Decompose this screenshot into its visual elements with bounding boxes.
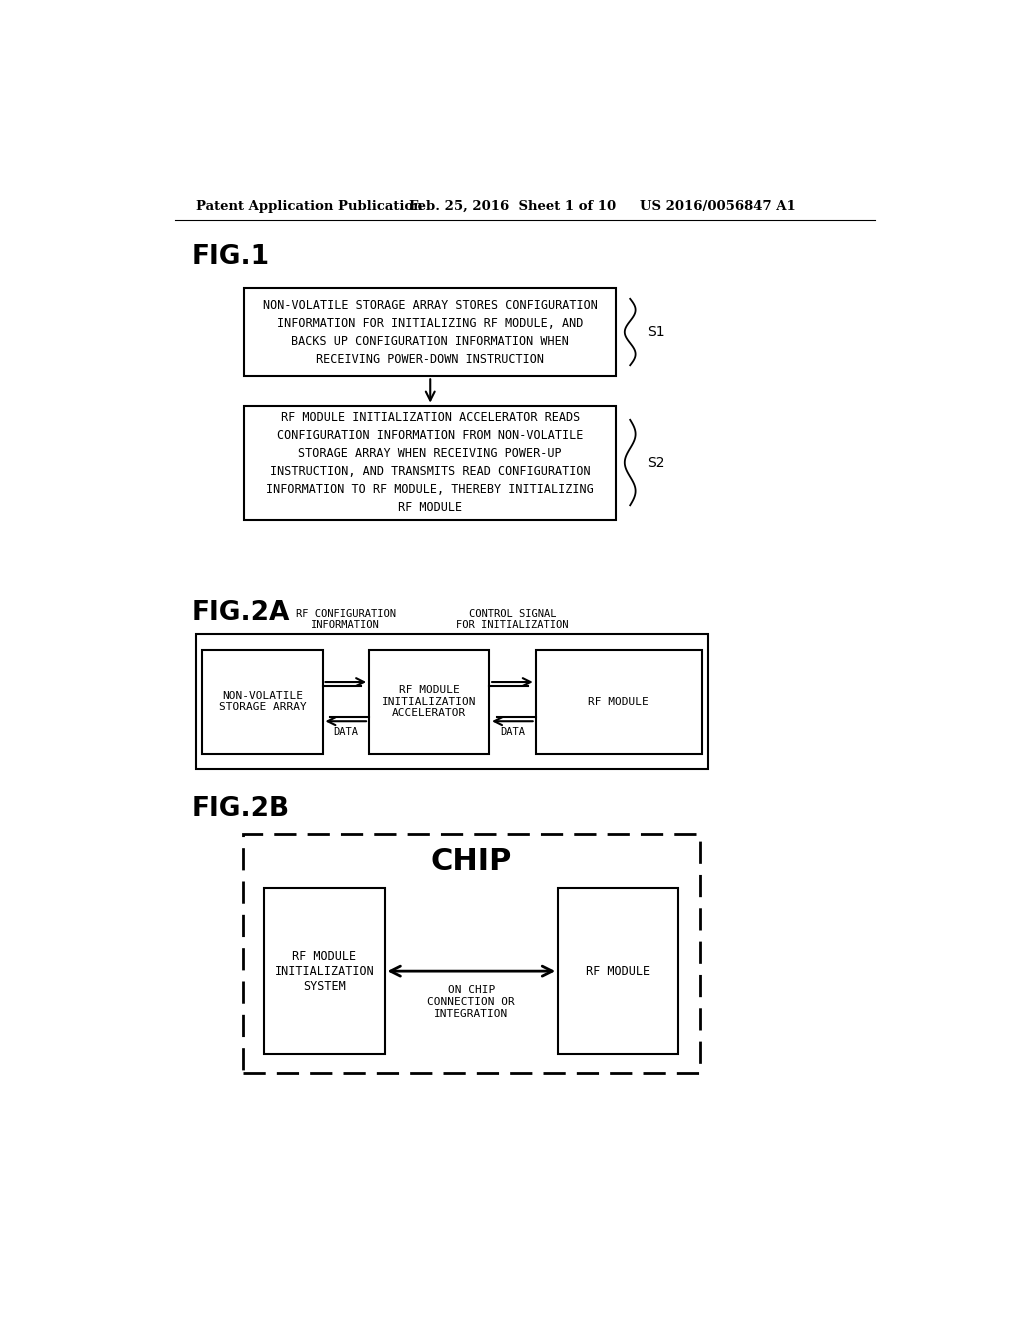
Text: RF MODULE
INITIALIZATION
SYSTEM: RF MODULE INITIALIZATION SYSTEM [274,949,375,993]
Text: US 2016/0056847 A1: US 2016/0056847 A1 [640,199,796,213]
Text: FIG.2A: FIG.2A [191,599,290,626]
Bar [243,834,700,1073]
Text: Feb. 25, 2016  Sheet 1 of 10: Feb. 25, 2016 Sheet 1 of 10 [409,199,615,213]
Text: RF MODULE: RF MODULE [586,965,650,978]
Text: NON-VOLATILE
STORAGE ARRAY: NON-VOLATILE STORAGE ARRAY [218,690,306,713]
Text: S2: S2 [647,455,665,470]
Text: Patent Application Publication: Patent Application Publication [197,199,423,213]
Text: RF MODULE: RF MODULE [588,697,649,706]
Text: DATA: DATA [333,727,358,737]
Bar [245,288,616,376]
Bar [197,635,708,770]
Text: NON-VOLATILE STORAGE ARRAY STORES CONFIGURATION
INFORMATION FOR INITIALIZING RF : NON-VOLATILE STORAGE ARRAY STORES CONFIG… [263,298,598,366]
Bar [264,888,385,1053]
Text: FIG.1: FIG.1 [191,244,269,271]
Bar [245,405,616,520]
Text: FIG.2B: FIG.2B [191,796,290,822]
Text: RF MODULE
INITIALIZATION
ACCELERATOR: RF MODULE INITIALIZATION ACCELERATOR [382,685,476,718]
Text: RF MODULE INITIALIZATION ACCELERATOR READS
CONFIGURATION INFORMATION FROM NON-VO: RF MODULE INITIALIZATION ACCELERATOR REA… [266,411,594,513]
Text: CHIP: CHIP [431,847,512,876]
Bar [369,649,489,754]
Text: S1: S1 [647,325,665,339]
Bar [203,649,323,754]
Text: ON CHIP
CONNECTION OR
INTEGRATION: ON CHIP CONNECTION OR INTEGRATION [427,985,515,1019]
Bar [536,649,701,754]
Text: CONTROL SIGNAL
FOR INITIALIZATION: CONTROL SIGNAL FOR INITIALIZATION [456,609,568,631]
Bar [558,888,678,1053]
Text: RF CONFIGURATION
INFORMATION: RF CONFIGURATION INFORMATION [296,609,395,631]
Text: DATA: DATA [500,727,525,737]
